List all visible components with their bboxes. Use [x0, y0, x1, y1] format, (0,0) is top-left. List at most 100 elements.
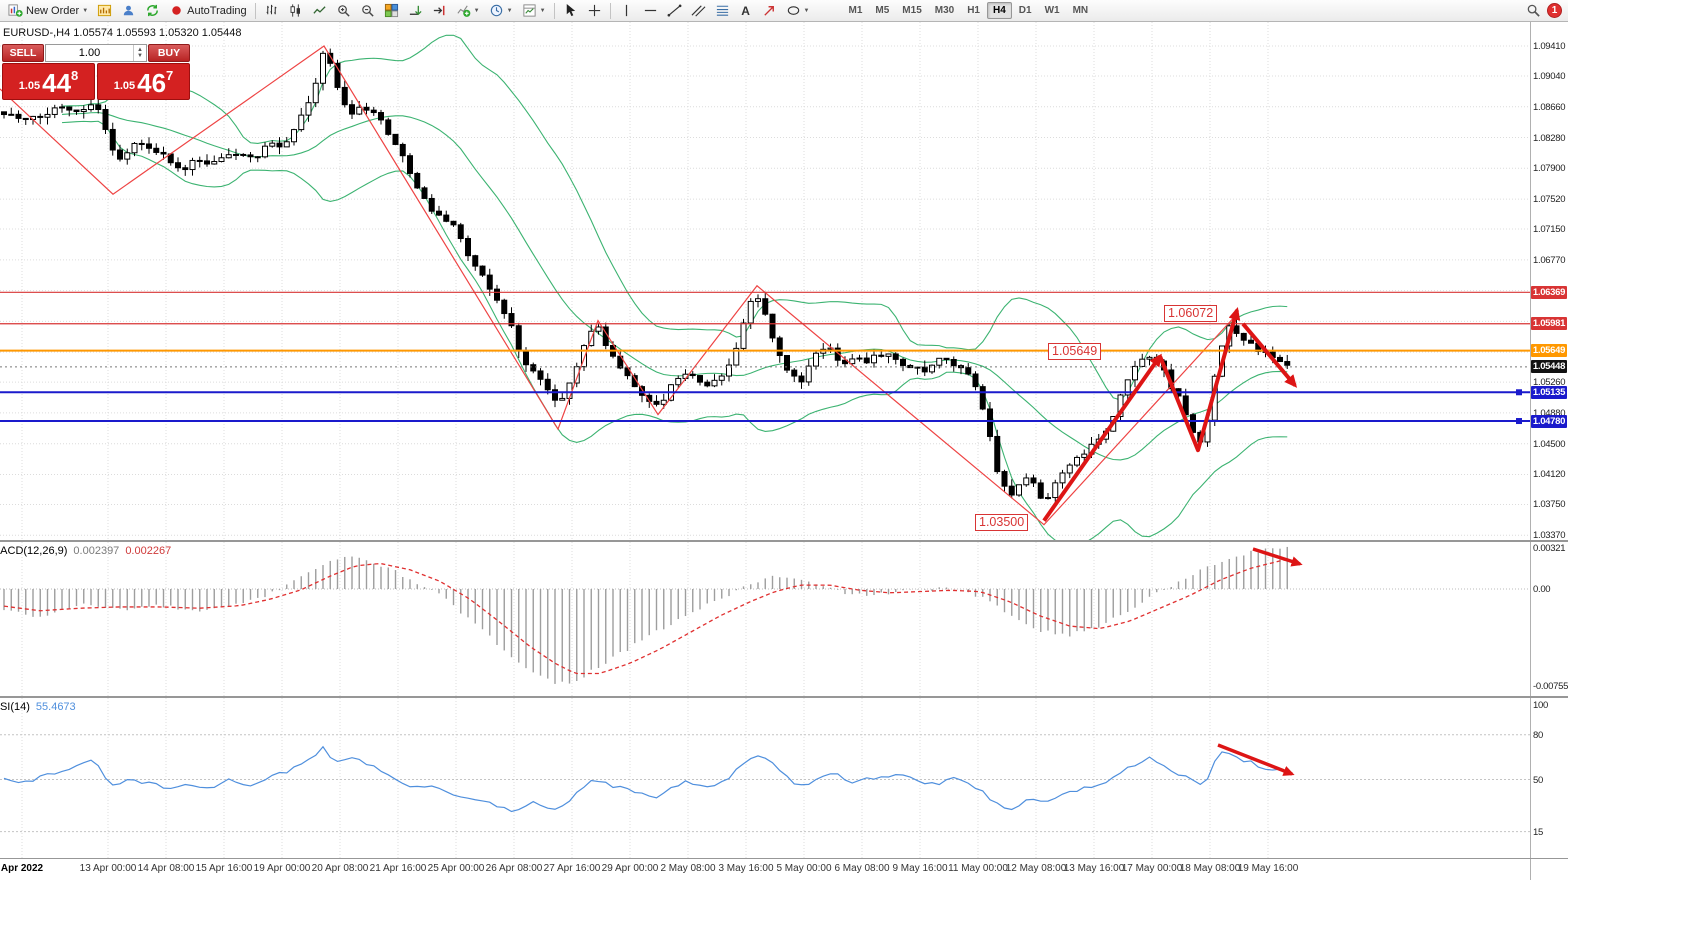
time-label[interactable]: 2 May 08:00	[660, 863, 716, 874]
time-label[interactable]: Apr 2022	[0, 863, 44, 874]
macd-value-signal: 0.002267	[125, 545, 172, 557]
search-icon[interactable]	[1526, 3, 1541, 18]
time-label[interactable]: 6 May 08:00	[834, 863, 890, 874]
auto-scroll-button[interactable]	[404, 1, 427, 21]
price-scale-label: 1.03750	[1533, 499, 1566, 511]
time-label[interactable]: 29 Apr 00:00	[601, 863, 659, 874]
macd-canvas[interactable]	[0, 542, 1530, 696]
buy-price-panel[interactable]: 1.05 46 7	[97, 63, 190, 100]
indicators-button[interactable]: ▼	[452, 1, 484, 21]
spinner-up-icon[interactable]: ▲	[137, 47, 143, 53]
text-tool-button[interactable]: A	[735, 1, 757, 21]
timeframe-m15[interactable]: M15	[902, 5, 922, 16]
bar-chart-icon	[266, 4, 277, 15]
price-scale-label: 1.08660	[1533, 101, 1566, 113]
clock-icon	[490, 4, 502, 17]
autotrading-button[interactable]: AutoTrading	[165, 1, 251, 21]
periods-button[interactable]: ▼	[485, 1, 517, 21]
level-price-label: 1.06369	[1531, 285, 1567, 299]
chevron-down-icon: ▼	[539, 7, 546, 14]
macd-header: MACD(12,26,9) 0.002397 0.002267	[0, 545, 171, 557]
trendline-tool-button[interactable]	[663, 1, 686, 21]
trade-widget-prices: 1.05 44 8 1.05 46 7	[2, 63, 190, 100]
main-chart-canvas[interactable]	[0, 22, 1530, 540]
rsi-canvas[interactable]	[0, 698, 1530, 858]
sell-price-pipette: 8	[71, 68, 79, 83]
auto-scroll-icon	[409, 5, 422, 16]
channel-tool-button[interactable]	[687, 1, 710, 21]
cursor-button[interactable]	[559, 1, 582, 21]
timeframe-mn[interactable]: MN	[1072, 5, 1089, 16]
time-label[interactable]: 19 May 16:00	[1237, 863, 1299, 874]
rsi-scale-label: 100	[1533, 700, 1548, 711]
indicators-icon	[457, 5, 471, 17]
zoom-in-button[interactable]	[332, 1, 355, 21]
arrows-tool-button[interactable]	[758, 1, 781, 21]
time-label[interactable]: 13 Apr 00:00	[79, 863, 137, 874]
time-label[interactable]: 3 May 16:00	[718, 863, 774, 874]
notification-badge[interactable]: 1	[1547, 3, 1562, 18]
timeframe-h4[interactable]: H4	[987, 2, 1012, 19]
toolbar-separator	[609, 2, 611, 19]
bar-chart-mode-button[interactable]	[260, 1, 283, 21]
lot-size-input[interactable]: 1.00 ▲ ▼	[45, 44, 147, 62]
time-label[interactable]: 9 May 16:00	[892, 863, 948, 874]
time-label[interactable]: 27 Apr 16:00	[543, 863, 601, 874]
templates-button[interactable]: ▼	[518, 1, 550, 21]
time-label[interactable]: 5 May 00:00	[776, 863, 832, 874]
line-chart-mode-button[interactable]	[308, 1, 331, 21]
timeframe-w1[interactable]: W1	[1044, 5, 1060, 16]
new-order-button[interactable]: New Order ▼	[4, 1, 92, 21]
time-label[interactable]: 11 May 00:00	[948, 863, 1008, 874]
lot-spinner[interactable]: ▲ ▼	[133, 45, 146, 61]
time-label[interactable]: 20 Apr 08:00	[311, 863, 369, 874]
sell-price-panel[interactable]: 1.05 44 8	[2, 63, 95, 100]
profiles-icon	[123, 5, 134, 16]
time-label[interactable]: 12 May 08:00	[1005, 863, 1067, 874]
refresh-button[interactable]	[141, 1, 164, 21]
time-label[interactable]: 17 May 00:00	[1121, 863, 1183, 874]
spinner-down-icon[interactable]: ▼	[137, 53, 143, 59]
time-label[interactable]: 13 May 16:00	[1063, 863, 1125, 874]
crosshair-icon	[588, 4, 600, 17]
timeframe-m1[interactable]: M1	[848, 5, 863, 16]
timeframe-d1[interactable]: D1	[1018, 5, 1032, 16]
price-scale-label: 1.07900	[1533, 163, 1566, 175]
rsi-panel: RSI(14) 55.4673 100 80 50 15	[0, 698, 1568, 859]
horizontal-line-tool-button[interactable]	[639, 1, 662, 21]
level-price-label: 1.05649	[1531, 344, 1567, 358]
current-price-label: 1.05448	[1531, 360, 1567, 374]
price-callout: 1.03500	[975, 514, 1029, 531]
rsi-label: RSI(14)	[0, 701, 30, 713]
charts-button[interactable]	[93, 1, 116, 21]
time-label[interactable]: 19 Apr 00:00	[253, 863, 311, 874]
price-scale-label: 1.07150	[1533, 224, 1566, 236]
price-scale-label: 1.06770	[1533, 254, 1566, 266]
tile-windows-icon	[384, 3, 398, 18]
time-label[interactable]: 18 May 08:00	[1179, 863, 1241, 874]
macd-scale-label: 0.00	[1533, 584, 1551, 595]
rsi-scale-label: 50	[1533, 774, 1543, 786]
time-label[interactable]: 21 Apr 16:00	[369, 863, 427, 874]
time-label[interactable]: 14 Apr 08:00	[137, 863, 195, 874]
rsi-value: 55.4673	[35, 701, 76, 713]
chart-shift-button[interactable]	[428, 1, 451, 21]
time-label[interactable]: 26 Apr 08:00	[485, 863, 543, 874]
shapes-tool-button[interactable]: ▼	[782, 1, 814, 21]
time-axis[interactable]: Apr 2022 13 Apr 00:00 14 Apr 08:00 15 Apr 1…	[0, 859, 1568, 880]
time-label[interactable]: 15 Apr 16:00	[195, 863, 253, 874]
time-label[interactable]: 25 Apr 00:00	[427, 863, 485, 874]
crosshair-button[interactable]	[583, 1, 606, 21]
zoom-out-button[interactable]	[356, 1, 379, 21]
tile-windows-button[interactable]	[380, 1, 403, 21]
new-order-label: New Order	[26, 4, 80, 17]
timeframe-h1[interactable]: H1	[967, 5, 980, 16]
candlestick-mode-button[interactable]	[284, 1, 307, 21]
timeframe-m5[interactable]: M5	[875, 5, 890, 16]
timeframe-m30[interactable]: M30	[934, 5, 955, 16]
profiles-button[interactable]	[117, 1, 140, 21]
fibonacci-tool-button[interactable]	[711, 1, 734, 21]
sell-button[interactable]: SELL	[2, 44, 44, 62]
vertical-line-tool-button[interactable]	[615, 1, 638, 21]
buy-button[interactable]: BUY	[148, 44, 190, 62]
